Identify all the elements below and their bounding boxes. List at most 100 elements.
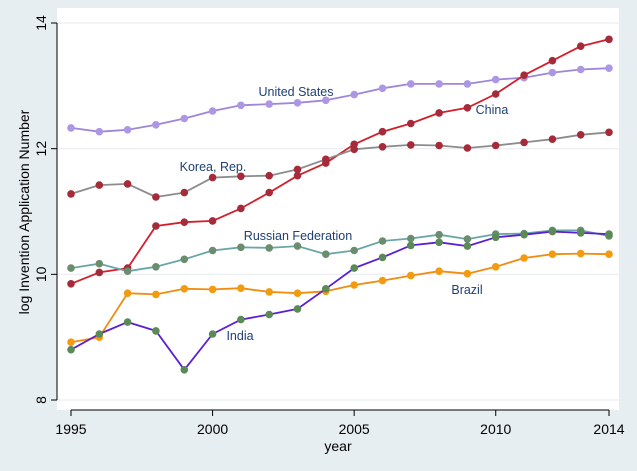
point-korea-rep-2004 xyxy=(322,155,330,164)
point-brazil-1995 xyxy=(67,338,75,347)
point-russian-federation-2007 xyxy=(407,234,415,243)
point-brazil-1999 xyxy=(180,285,189,293)
point-russian-federation-2003 xyxy=(293,242,302,250)
point-korea-rep-2010 xyxy=(491,141,500,150)
point-china-2010 xyxy=(491,90,500,98)
point-china-2000 xyxy=(208,217,217,225)
point-china-2006 xyxy=(378,127,387,136)
point-united-states-2012 xyxy=(548,68,557,77)
point-india-2004 xyxy=(322,285,330,293)
point-korea-rep-2007 xyxy=(407,141,415,149)
point-korea-rep-1996 xyxy=(95,181,104,189)
series-line-korea-rep xyxy=(70,131,610,198)
point-brazil-2002 xyxy=(265,288,274,296)
point-brazil-2013 xyxy=(576,249,585,258)
y-tick-label-14: 14 xyxy=(33,15,49,31)
point-china-2007 xyxy=(407,119,415,128)
point-korea-rep-2008 xyxy=(435,141,443,150)
series-label-china: China xyxy=(476,103,509,117)
x-tick-label-2000: 2000 xyxy=(197,421,228,437)
point-korea-rep-2005 xyxy=(350,145,359,154)
point-korea-rep-1995 xyxy=(67,190,75,198)
point-china-1999 xyxy=(180,218,189,226)
series-label-united-states: United States xyxy=(258,85,333,99)
point-brazil-1998 xyxy=(152,290,160,299)
point-russian-federation-1996 xyxy=(95,259,104,268)
series-line-brazil xyxy=(70,252,610,344)
point-brazil-2011 xyxy=(520,254,528,262)
point-india-2014 xyxy=(605,230,613,238)
point-korea-rep-2009 xyxy=(463,144,472,152)
point-united-states-2013 xyxy=(576,65,585,74)
point-russian-federation-1995 xyxy=(67,264,75,272)
point-brazil-2010 xyxy=(491,263,500,271)
point-russian-federation-2000 xyxy=(208,246,217,255)
point-brazil-2007 xyxy=(407,271,415,280)
point-united-states-2003 xyxy=(293,99,302,107)
series-labels: United States China Korea, Rep. Russian Fed… xyxy=(180,85,509,343)
series-layer xyxy=(67,35,613,374)
point-korea-rep-1998 xyxy=(152,193,160,201)
series-label-korea-rep: Korea, Rep. xyxy=(180,160,247,174)
series-india xyxy=(67,227,613,374)
point-russian-federation-1999 xyxy=(180,255,189,264)
point-china-2014 xyxy=(605,35,613,44)
point-brazil-2012 xyxy=(548,250,557,258)
series-label-india: India xyxy=(226,329,253,343)
point-india-2005 xyxy=(350,264,359,272)
point-united-states-1996 xyxy=(95,127,104,136)
point-united-states-2014 xyxy=(605,64,613,72)
point-india-2000 xyxy=(208,330,217,338)
point-korea-rep-1999 xyxy=(180,188,189,197)
point-korea-rep-2011 xyxy=(520,138,528,147)
point-india-2001 xyxy=(237,315,245,324)
point-india-1996 xyxy=(95,330,104,338)
point-brazil-2001 xyxy=(237,284,245,293)
point-russian-federation-2002 xyxy=(265,244,274,252)
point-russian-federation-2004 xyxy=(322,250,330,258)
point-brazil-2006 xyxy=(378,276,387,285)
point-india-2011 xyxy=(520,230,528,239)
point-india-1999 xyxy=(180,366,189,374)
point-russian-federation-2008 xyxy=(435,230,443,239)
point-united-states-1997 xyxy=(123,126,132,134)
point-korea-rep-2013 xyxy=(576,131,585,139)
point-china-2001 xyxy=(237,204,245,213)
point-china-1998 xyxy=(152,222,160,230)
y-tick-label-12: 12 xyxy=(33,141,49,157)
point-korea-rep-2006 xyxy=(378,143,387,151)
point-india-2007 xyxy=(407,241,415,250)
x-tick-label-2010: 2010 xyxy=(480,421,511,437)
point-united-states-2007 xyxy=(407,80,415,88)
y-axis-title: log Invention Application Number xyxy=(16,109,32,314)
point-russian-federation-1998 xyxy=(152,263,160,271)
point-united-states-1998 xyxy=(152,121,160,129)
point-china-2013 xyxy=(576,42,585,50)
series-line-india xyxy=(70,230,610,371)
point-russian-federation-2005 xyxy=(350,246,359,255)
series-label-russian-federation: Russian Federation xyxy=(244,229,352,243)
x-tick-label-2005: 2005 xyxy=(339,421,370,437)
series-line-russian-federation xyxy=(70,229,610,273)
grid-lines xyxy=(57,22,619,401)
point-india-2013 xyxy=(576,229,585,237)
point-russian-federation-2006 xyxy=(378,237,387,245)
point-india-1998 xyxy=(152,327,160,335)
point-united-states-2010 xyxy=(491,75,500,84)
point-china-1995 xyxy=(67,280,75,288)
point-korea-rep-1997 xyxy=(123,180,132,188)
point-united-states-1999 xyxy=(180,114,189,123)
point-united-states-2000 xyxy=(208,107,217,115)
point-brazil-1997 xyxy=(123,289,132,298)
point-united-states-2005 xyxy=(350,90,359,99)
point-india-2009 xyxy=(463,242,472,250)
point-india-2010 xyxy=(491,233,500,242)
point-india-2006 xyxy=(378,253,387,262)
point-india-1997 xyxy=(123,318,132,326)
point-united-states-2001 xyxy=(237,101,245,110)
point-united-states-2008 xyxy=(435,80,443,88)
point-china-2009 xyxy=(463,104,472,112)
point-korea-rep-2003 xyxy=(293,165,302,174)
point-russian-federation-1997 xyxy=(123,267,132,276)
point-china-2002 xyxy=(265,188,274,197)
